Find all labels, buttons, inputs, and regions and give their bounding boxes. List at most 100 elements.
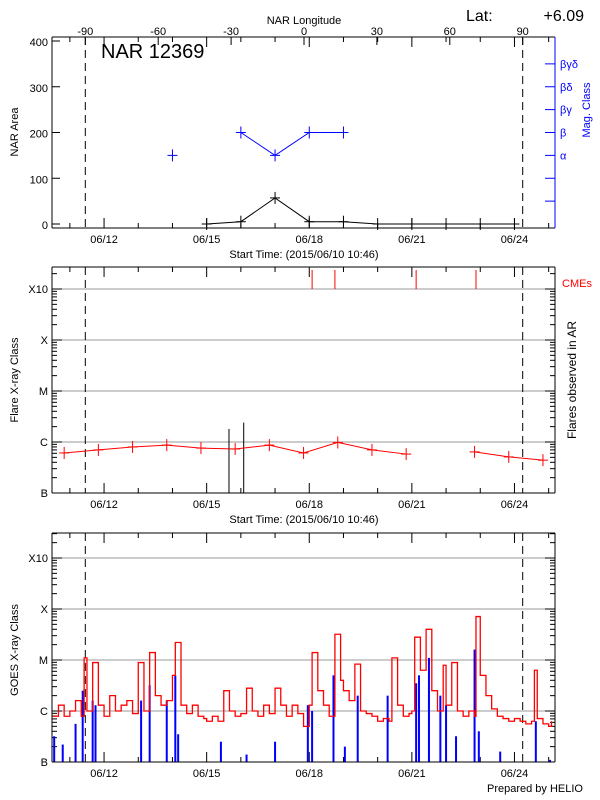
flare-class-tick-label: M xyxy=(39,386,48,398)
panel3-date-tick-label: 06/21 xyxy=(398,768,426,780)
mag-class-tick-label: β xyxy=(560,128,566,140)
area-line xyxy=(206,197,515,225)
goes-short-spike xyxy=(74,723,77,762)
goes-short-spike xyxy=(311,711,314,762)
background-flux-point xyxy=(93,443,104,456)
flare-class-tick-label: B xyxy=(41,488,48,500)
flare-class-tick-label: X xyxy=(41,335,49,347)
goes-short-spike xyxy=(81,690,84,762)
goes-short-spike xyxy=(61,744,64,762)
flare-class-tick-label: X10 xyxy=(28,284,48,296)
panel3-date-tick-label: 06/12 xyxy=(90,768,118,780)
area-tick-label: 400 xyxy=(30,37,48,49)
mag-class-tick-label: βγδ xyxy=(560,59,578,71)
panel2-xaxis-title: Start Time: (2015/06/10 10:46) xyxy=(229,514,378,526)
area-point xyxy=(270,191,281,204)
mag-class-point xyxy=(235,126,246,139)
panel3-date-tick-label: 06/24 xyxy=(501,768,529,780)
goes-short-spike xyxy=(455,736,458,762)
goes-short-spike xyxy=(473,649,476,762)
goes-short-spike xyxy=(477,731,480,762)
area-axis-title: NAR Area xyxy=(9,107,21,157)
goes-short-spike xyxy=(356,695,359,762)
goes-short-spike xyxy=(274,741,277,762)
longitude-tick-label: 30 xyxy=(371,26,383,38)
goes-short-spike xyxy=(245,754,248,762)
goes-short-spike xyxy=(148,685,151,762)
goes-short-spike xyxy=(417,675,420,762)
panel2-date-tick-label: 06/21 xyxy=(398,499,426,511)
panel1-date-tick-label: 06/21 xyxy=(398,234,426,246)
mag-class-point xyxy=(167,149,178,162)
background-flux-point xyxy=(332,436,343,449)
panel1-date-tick-label: 06/15 xyxy=(193,234,221,246)
goes-short-spike xyxy=(306,705,309,762)
goes-class-tick-label: X xyxy=(41,604,49,616)
background-flux-point xyxy=(127,440,138,453)
longitude-tick-label: -60 xyxy=(150,26,166,38)
goes-short-spike xyxy=(439,695,442,762)
longitude-tick-label: 60 xyxy=(444,26,456,38)
background-flux-point xyxy=(537,454,548,467)
mag-class-tick-label: α xyxy=(560,150,567,162)
goes-short-spike xyxy=(332,675,335,762)
goes-short-spike xyxy=(534,721,537,762)
longitude-axis-title: NAR Longitude xyxy=(267,15,342,27)
panel3-date-tick-label: 06/15 xyxy=(193,768,221,780)
panel1-date-tick-label: 06/18 xyxy=(295,234,323,246)
lat-label: Lat: xyxy=(466,8,493,25)
goes-short-spike xyxy=(427,657,430,762)
background-flux-point xyxy=(230,442,241,455)
area-point xyxy=(372,218,383,230)
goes-class-tick-label: M xyxy=(39,655,48,667)
goes-short-spike xyxy=(53,736,56,762)
background-flux-point xyxy=(264,439,275,452)
goes-short-spike xyxy=(499,751,502,762)
panel1-xaxis-title: Start Time: (2015/06/10 10:46) xyxy=(229,249,378,261)
panel1-date-tick-label: 06/24 xyxy=(501,234,529,246)
goes-class-tick-label: B xyxy=(41,757,48,769)
panel2-date-tick-label: 06/18 xyxy=(295,499,323,511)
background-flux-point xyxy=(59,446,70,459)
mag-class-point xyxy=(270,149,281,162)
goes-short-spike xyxy=(415,683,418,762)
cmes-label: CMEs xyxy=(562,278,592,290)
background-flux-point xyxy=(298,446,309,459)
mag-class-line xyxy=(240,132,344,156)
goes-short-spike xyxy=(177,734,180,762)
goes-short-spike xyxy=(445,705,448,762)
area-point xyxy=(304,215,315,228)
panel2-date-tick-label: 06/12 xyxy=(90,499,118,511)
longitude-tick-label: -30 xyxy=(223,26,239,38)
panel2-date-tick-label: 06/15 xyxy=(193,499,221,511)
background-flux-point xyxy=(469,445,480,458)
area-tick-label: 0 xyxy=(42,220,48,232)
goes-short-spike xyxy=(343,746,346,762)
mag-class-axis-title: Mag. Class xyxy=(581,82,593,138)
area-point xyxy=(509,218,520,230)
lat-value: +6.09 xyxy=(544,8,585,25)
goes-class-axis-title: GOES X-ray Class xyxy=(9,604,21,696)
background-flux-point xyxy=(161,439,172,452)
area-tick-label: 300 xyxy=(30,83,48,95)
background-flux-point xyxy=(401,448,412,461)
flares-observed-axis-title: Flares observed in AR xyxy=(565,321,579,439)
mag-class-tick-label: βδ xyxy=(560,82,572,94)
flare-class-axis-title: Flare X-ray Class xyxy=(9,337,21,422)
background-flux-point xyxy=(503,450,514,463)
footer-credit: Prepared by HELIO xyxy=(487,783,583,795)
flare-class-tick-label: C xyxy=(40,437,48,449)
area-point xyxy=(338,215,349,228)
mag-class-tick-label: βγ xyxy=(560,105,572,117)
goes-class-tick-label: C xyxy=(40,706,48,718)
longitude-tick-label: 0 xyxy=(301,26,307,38)
panel3-date-tick-label: 06/18 xyxy=(295,768,323,780)
goes-short-spike xyxy=(140,700,143,762)
goes-short-spike xyxy=(165,700,168,762)
area-point xyxy=(201,218,212,230)
goes-short-spike xyxy=(174,675,177,762)
longitude-tick-label: -90 xyxy=(77,26,93,38)
panel1-date-tick-label: 06/12 xyxy=(90,234,118,246)
goes-short-spike xyxy=(386,695,389,762)
